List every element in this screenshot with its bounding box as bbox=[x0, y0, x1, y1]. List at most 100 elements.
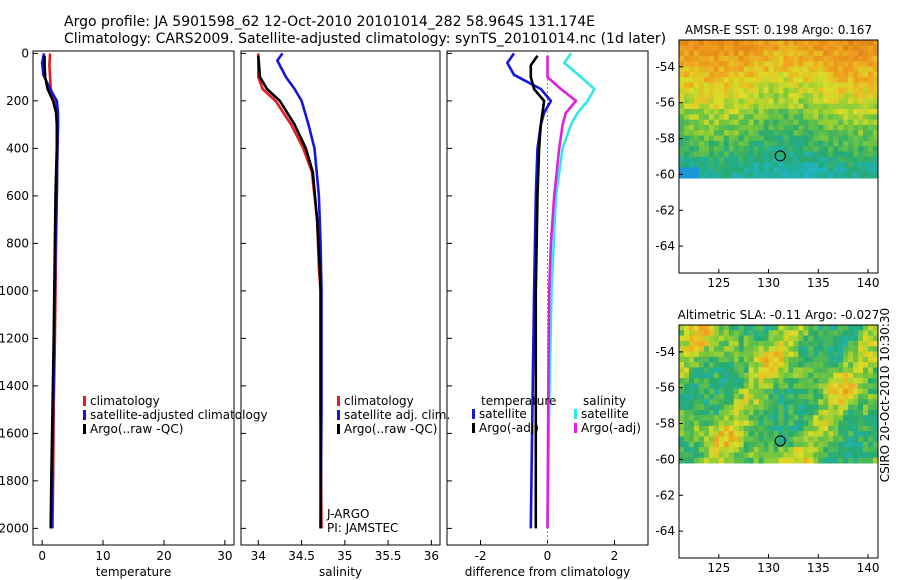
map-sla-cell bbox=[728, 346, 735, 353]
map-amsre-cell bbox=[748, 82, 755, 89]
map-sla-cell bbox=[798, 431, 804, 437]
map-sla-cell bbox=[713, 340, 720, 347]
map-amsre-cell bbox=[863, 71, 869, 78]
map-sla-cell bbox=[763, 383, 770, 390]
map-amsre-cell bbox=[723, 66, 730, 73]
map-sla-cell bbox=[728, 325, 735, 331]
map-sla-cell bbox=[763, 436, 770, 443]
map-amsre-cell bbox=[753, 146, 760, 152]
map-amsre-cell bbox=[698, 93, 705, 99]
map-amsre-cell bbox=[768, 98, 775, 105]
map-sla-cell bbox=[858, 409, 864, 416]
map-amsre-cell bbox=[733, 77, 740, 83]
map-amsre-cell bbox=[703, 82, 710, 89]
map-sla-cell bbox=[703, 383, 710, 390]
map-sla-cell bbox=[733, 351, 740, 358]
map-sla-cell bbox=[723, 404, 730, 411]
map-amsre-cell bbox=[873, 124, 879, 131]
map-amsre-cell bbox=[733, 98, 740, 105]
map-sla-cell bbox=[703, 362, 710, 368]
map-amsre-cell bbox=[708, 140, 715, 147]
map-sla-cell bbox=[803, 394, 809, 400]
map-sla-cell bbox=[848, 346, 854, 353]
map-sla-cell bbox=[838, 431, 844, 437]
map-sla-cell bbox=[788, 447, 794, 453]
map-amsre-cell bbox=[813, 162, 819, 168]
map-sla-cell bbox=[688, 452, 695, 459]
map-sla-cell bbox=[823, 399, 829, 406]
map-sla-cell bbox=[808, 325, 814, 331]
map-amsre-cell bbox=[733, 156, 740, 163]
map-amsre-cell bbox=[803, 50, 809, 57]
map-sla-cell bbox=[863, 441, 869, 448]
annotation-jargo: J-ARGO bbox=[326, 507, 369, 521]
map-amsre-cell bbox=[873, 55, 879, 62]
map-amsre-cell bbox=[738, 50, 745, 57]
map-amsre-cell bbox=[858, 119, 864, 126]
map-sla-cell bbox=[693, 404, 700, 411]
map-amsre-cell bbox=[833, 151, 839, 158]
map-amsre-cell bbox=[763, 103, 770, 110]
map-sla-cell bbox=[733, 335, 740, 342]
map-amsre-cell bbox=[679, 66, 685, 73]
map-sla-cell bbox=[743, 372, 750, 379]
map-amsre-cell bbox=[703, 172, 710, 179]
map-sla-cell bbox=[798, 340, 804, 347]
map-sla-cell bbox=[738, 388, 745, 395]
map-sla-cell bbox=[683, 452, 690, 459]
map-amsre-cell bbox=[698, 114, 705, 121]
map-sla-cell bbox=[803, 409, 809, 416]
map-sla-cell bbox=[733, 325, 740, 331]
map-sla-cell bbox=[698, 415, 705, 422]
map-sla-cell bbox=[863, 388, 869, 395]
map-amsre-cell bbox=[783, 109, 789, 115]
map-amsre-cell bbox=[733, 109, 740, 115]
map-amsre-cell bbox=[873, 151, 879, 158]
map-sla-cell bbox=[693, 330, 700, 337]
map-amsre-cell bbox=[858, 124, 864, 131]
map-sla-cell bbox=[733, 441, 740, 448]
map-amsre-cell bbox=[738, 40, 745, 46]
map-sla-cell bbox=[778, 351, 784, 358]
map-sla-cell bbox=[813, 378, 819, 384]
map-amsre-cell bbox=[808, 124, 814, 131]
map-amsre-xtick-label-1: 130 bbox=[757, 276, 780, 290]
map-amsre-cell bbox=[808, 50, 814, 57]
map-amsre-cell bbox=[738, 93, 745, 99]
map-amsre-cell bbox=[753, 151, 760, 158]
map-sla-cell bbox=[828, 415, 834, 422]
map-amsre-cell bbox=[788, 40, 794, 46]
map-amsre-cell bbox=[728, 146, 735, 152]
map-sla-cell bbox=[833, 335, 839, 342]
map-sla-cell bbox=[783, 404, 789, 411]
map-sla-cell bbox=[708, 394, 715, 400]
map-amsre-cell bbox=[783, 162, 789, 168]
map-amsre-cell bbox=[743, 93, 750, 99]
map-sla-cell bbox=[863, 340, 869, 347]
map-sla-cell bbox=[748, 378, 755, 384]
map-sla-cell bbox=[723, 399, 730, 406]
map-amsre-cell bbox=[693, 130, 700, 137]
panel-temperature-xtick-label-3: 30 bbox=[217, 549, 232, 563]
map-amsre-cell bbox=[703, 98, 710, 105]
map-amsre-cell bbox=[753, 71, 760, 78]
map-sla-cell bbox=[753, 441, 760, 448]
map-amsre-cell bbox=[763, 66, 770, 73]
map-sla-cell bbox=[733, 362, 740, 368]
map-sla-cell bbox=[679, 447, 685, 453]
map-amsre-cell bbox=[753, 114, 760, 121]
map-amsre-cell bbox=[758, 61, 765, 68]
map-amsre-cell bbox=[693, 98, 700, 105]
map-amsre-cell bbox=[773, 172, 779, 179]
map-amsre-cell bbox=[803, 82, 809, 89]
map-sla-cell bbox=[873, 415, 879, 422]
map-sla-cell bbox=[793, 351, 799, 358]
map-sla-cell bbox=[693, 335, 700, 342]
map-sla-cell bbox=[858, 404, 864, 411]
map-sla-cell bbox=[743, 394, 750, 400]
map-amsre-cell bbox=[873, 146, 879, 152]
map-sla-cell bbox=[763, 415, 770, 422]
map-amsre-cell bbox=[868, 61, 874, 68]
map-amsre-cell bbox=[743, 40, 750, 46]
map-amsre-cell bbox=[698, 151, 705, 158]
